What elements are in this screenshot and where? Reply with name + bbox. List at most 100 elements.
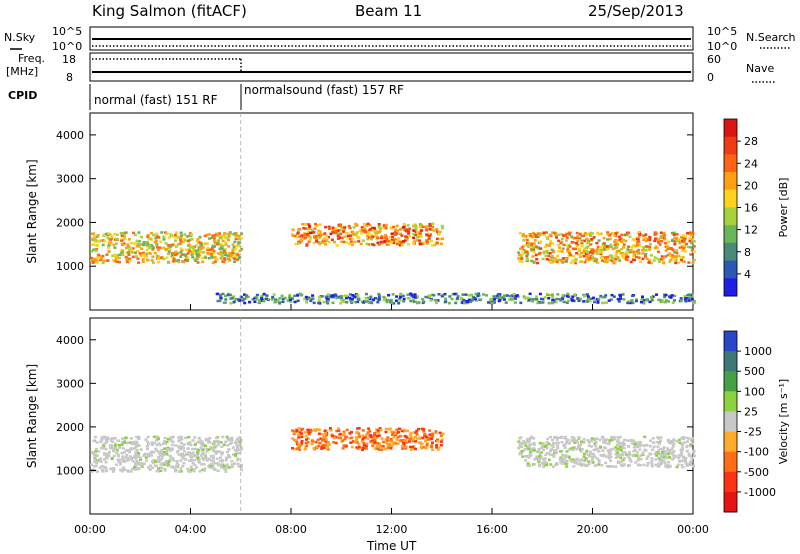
range-cell <box>420 223 424 227</box>
range-cell <box>371 235 375 239</box>
range-cell <box>496 293 500 296</box>
range-cell <box>642 463 646 467</box>
range-cell <box>174 245 178 248</box>
range-cell <box>614 232 618 235</box>
range-cell <box>597 233 601 236</box>
range-cell <box>141 258 145 261</box>
range-cell <box>603 260 607 264</box>
range-cell <box>121 440 124 444</box>
range-cell <box>491 301 495 305</box>
range-cell <box>530 249 534 252</box>
range-cell <box>598 251 602 254</box>
range-cell <box>395 224 399 228</box>
range-cell <box>144 252 148 256</box>
range-cell <box>599 252 603 256</box>
range-cell <box>607 454 611 457</box>
range-cell <box>662 446 666 449</box>
range-cell <box>230 436 233 440</box>
range-cell <box>531 246 535 249</box>
range-cell <box>371 444 375 447</box>
range-cell <box>179 250 183 254</box>
range-cell <box>671 254 675 257</box>
range-cell <box>296 228 300 232</box>
range-cell <box>682 247 686 250</box>
range-cell <box>123 468 127 471</box>
colorbar-swatch <box>724 136 737 155</box>
range-cell <box>94 464 98 468</box>
range-cell <box>683 458 687 462</box>
range-cell <box>187 239 191 242</box>
range-cell <box>650 254 653 257</box>
range-cell <box>149 451 153 455</box>
range-cell <box>614 253 618 257</box>
range-cell <box>690 296 694 299</box>
range-cell <box>361 434 365 437</box>
range-cell <box>334 441 338 445</box>
range-cell <box>361 239 365 242</box>
range-cell <box>140 462 144 465</box>
colorbar-tick-label: 12 <box>744 224 758 237</box>
range-cell <box>665 243 669 247</box>
range-cell <box>324 225 327 229</box>
range-cell <box>583 260 587 264</box>
range-cell <box>297 427 301 430</box>
range-cell <box>416 427 420 431</box>
range-cell <box>544 444 548 448</box>
range-cell <box>359 242 363 246</box>
range-cell <box>161 461 165 465</box>
data-region-westward-flow <box>291 427 445 452</box>
range-cell <box>236 457 240 460</box>
range-cell <box>414 431 418 434</box>
range-cell <box>204 444 208 448</box>
range-cell <box>421 297 425 301</box>
range-cell <box>384 223 388 227</box>
range-cell <box>501 296 505 299</box>
range-cell <box>674 261 678 265</box>
range-cell <box>136 250 140 253</box>
range-cell <box>135 459 139 463</box>
range-cell <box>524 251 528 255</box>
range-cell <box>379 428 383 432</box>
range-cell <box>632 446 636 449</box>
range-cell <box>393 233 397 237</box>
range-cell <box>468 294 472 297</box>
range-cell <box>306 436 310 440</box>
range-cell <box>184 453 188 457</box>
range-cell <box>547 254 551 258</box>
range-cell <box>654 245 658 248</box>
range-cell <box>187 435 191 439</box>
range-cell <box>414 230 418 234</box>
range-cell <box>337 229 340 232</box>
range-cell <box>418 232 422 235</box>
range-cell <box>652 445 656 449</box>
range-cell <box>224 251 228 255</box>
range-cell <box>549 261 553 264</box>
range-cell <box>369 237 373 241</box>
range-cell <box>684 300 688 303</box>
range-cell <box>608 233 612 236</box>
range-cell <box>549 463 553 466</box>
range-cell <box>295 440 299 444</box>
range-cell <box>396 242 399 246</box>
range-cell <box>309 429 313 433</box>
range-cell <box>225 456 228 460</box>
range-cell <box>621 451 625 454</box>
range-cell <box>172 459 176 462</box>
range-cell <box>239 468 243 472</box>
range-cell <box>104 437 108 441</box>
range-cell <box>560 237 564 241</box>
range-cell <box>620 247 624 251</box>
range-cell <box>689 444 693 448</box>
range-cell <box>146 447 149 451</box>
freq-tick-bottom: 8 <box>66 71 73 84</box>
range-cell <box>296 299 300 302</box>
range-cell <box>522 235 526 239</box>
range-cell <box>593 455 597 458</box>
range-cell <box>368 223 372 227</box>
range-cell <box>223 232 227 235</box>
range-cell <box>102 465 106 469</box>
range-cell <box>521 233 525 236</box>
range-cell <box>683 250 687 253</box>
range-cell <box>598 245 602 249</box>
range-cell <box>188 249 192 252</box>
